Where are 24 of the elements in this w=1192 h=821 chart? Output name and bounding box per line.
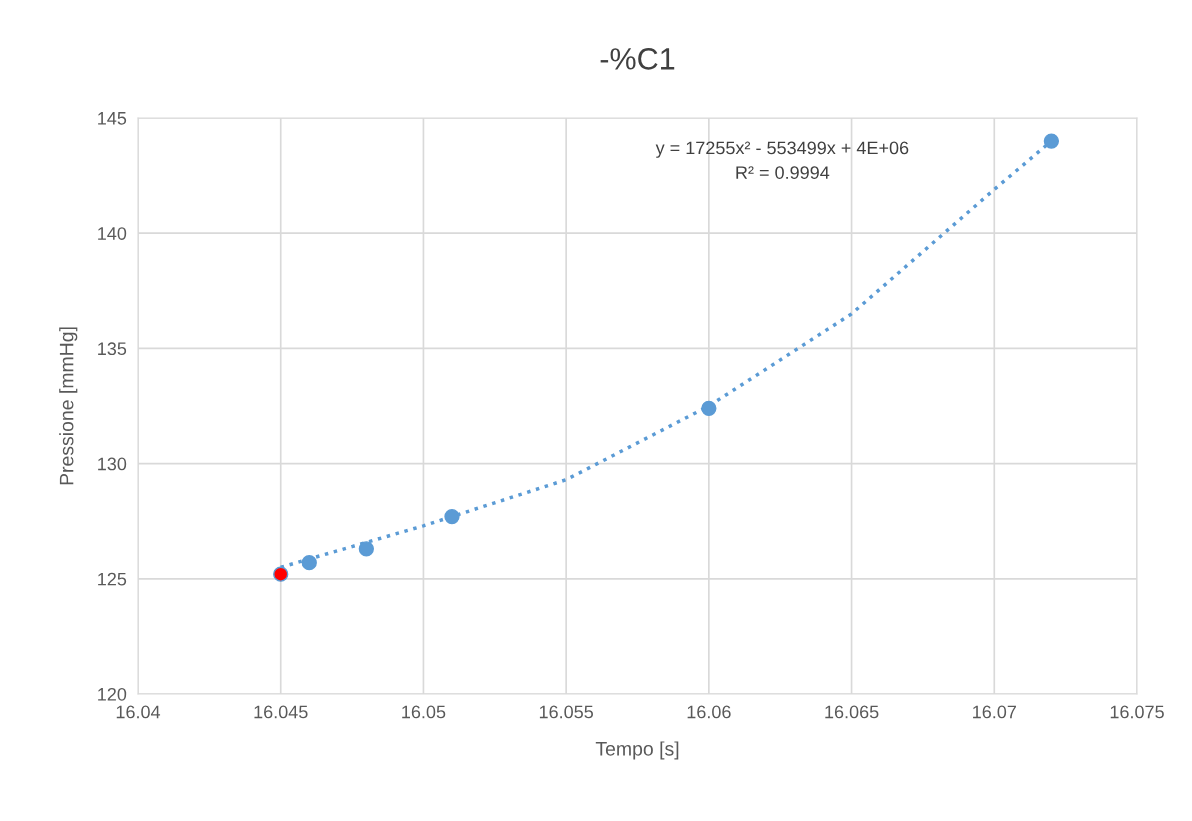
point	[444, 508, 460, 525]
annotation: y = 17255x² - 553499x + 4E+06 R² = 0.9994	[655, 141, 909, 179]
x-tick-label: 16.07	[973, 705, 1016, 719]
y-tick-label: 130	[98, 457, 127, 471]
x-tick-label: 16.045	[254, 705, 308, 719]
y-axis-title: Pressione [mmHg]	[59, 327, 78, 485]
point	[701, 400, 717, 416]
point	[358, 541, 374, 557]
x-tick-label: 16.06	[687, 705, 731, 719]
x-tick-label: 16.065	[825, 705, 879, 719]
y-tick-label: 125	[98, 572, 127, 586]
y-tick-label: 145	[98, 112, 127, 125]
point	[1043, 133, 1060, 149]
point	[273, 566, 289, 582]
y-tick-label: 140	[98, 227, 127, 240]
y-tick-label: 135	[98, 342, 127, 356]
x-tick-label: 16.05	[402, 705, 446, 719]
x-tick-label: 16.04	[116, 705, 161, 719]
chart-title: -%C1	[600, 48, 675, 70]
x-tick-label: 16.055	[539, 705, 593, 719]
x-tick-label: 16.075	[1110, 705, 1164, 719]
y-tick-label: 120	[98, 687, 127, 701]
point	[301, 555, 317, 571]
x-axis-title: Tempo [s]	[595, 741, 679, 760]
